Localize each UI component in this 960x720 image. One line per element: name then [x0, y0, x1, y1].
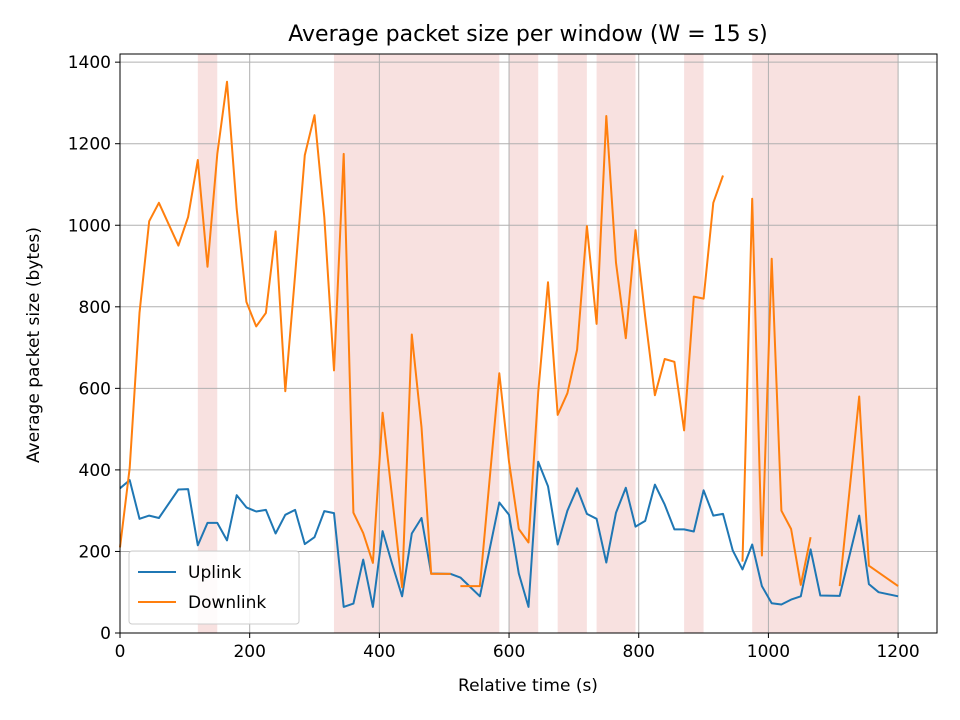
x-tick-label: 1000 — [747, 642, 790, 662]
y-axis-ticks: 0 200 400 600 800 1000 1200 1400 — [68, 53, 120, 644]
x-tick-label: 600 — [493, 642, 525, 662]
legend-label-downlink: Downlink — [188, 593, 266, 613]
plot-frame — [119, 53, 938, 634]
series-line-downlink — [119, 80, 899, 589]
highlighted-intervals — [197, 54, 899, 633]
x-tick-label: 0 — [115, 642, 126, 662]
legend-label-uplink: Uplink — [188, 563, 241, 583]
y-tick-label: 1200 — [68, 135, 111, 155]
shaded-interval — [557, 54, 587, 633]
legend: Uplink Downlink — [128, 550, 300, 625]
series-line-uplink — [119, 460, 899, 608]
shaded-interval — [333, 54, 500, 633]
y-tick-label: 400 — [79, 461, 111, 481]
y-tick-label: 600 — [79, 379, 111, 399]
y-tick-label: 200 — [79, 542, 111, 562]
y-tick-label: 0 — [100, 624, 111, 644]
shaded-interval — [752, 54, 899, 633]
x-axis-label: Relative time (s) — [458, 676, 598, 696]
shaded-interval — [596, 54, 636, 633]
y-tick-label: 1000 — [68, 216, 111, 236]
x-tick-label: 400 — [363, 642, 395, 662]
legend-box — [128, 550, 300, 625]
y-tick-label: 1400 — [68, 53, 111, 73]
y-tick-label: 800 — [79, 298, 111, 318]
y-axis-label: Average packet size (bytes) — [24, 227, 44, 463]
shaded-interval — [684, 54, 704, 633]
x-tick-label: 200 — [233, 642, 265, 662]
series-lines — [119, 80, 899, 608]
x-axis-ticks: 0 200 400 600 800 1000 1200 — [115, 633, 920, 662]
x-tick-label: 800 — [623, 642, 655, 662]
chart-title: Average packet size per window (W = 15 s… — [288, 22, 767, 47]
shaded-interval — [197, 54, 218, 633]
x-tick-label: 1200 — [876, 642, 919, 662]
